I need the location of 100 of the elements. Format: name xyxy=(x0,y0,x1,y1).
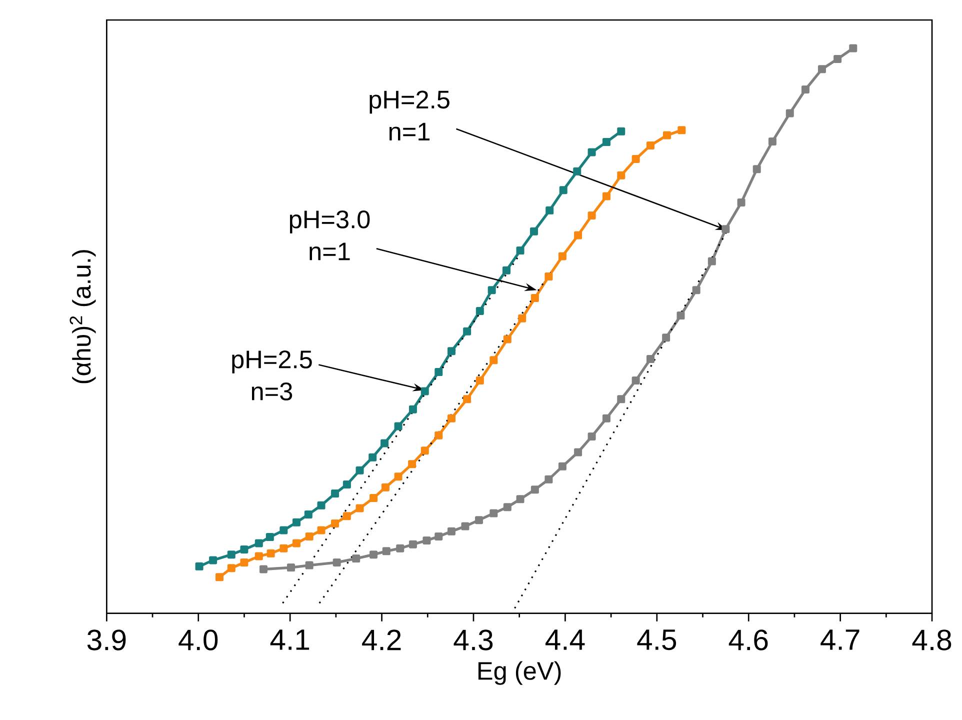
point xyxy=(461,522,470,530)
point xyxy=(420,387,429,396)
point xyxy=(786,109,794,118)
point xyxy=(588,212,596,220)
point xyxy=(476,376,484,385)
x-tick-label: 4.1 xyxy=(270,630,310,650)
point xyxy=(617,127,626,136)
point xyxy=(434,431,443,440)
point xyxy=(476,307,484,316)
point xyxy=(544,475,553,484)
point xyxy=(463,327,472,336)
point xyxy=(574,448,582,456)
point xyxy=(752,165,761,174)
point xyxy=(382,547,390,556)
point xyxy=(209,556,218,564)
point xyxy=(617,395,626,404)
y-axis-title: (αhυ)$^{2}$ (a.u.) xyxy=(70,250,96,384)
point xyxy=(588,148,596,156)
point xyxy=(646,355,654,364)
point xyxy=(737,198,746,207)
point xyxy=(447,527,456,536)
x-tick-label: 4.2 xyxy=(362,630,401,650)
point xyxy=(849,44,858,52)
point xyxy=(676,312,685,320)
point xyxy=(266,549,275,558)
annotation: pH=2.5 n=3 xyxy=(232,350,312,400)
point xyxy=(516,246,524,255)
point xyxy=(317,501,326,510)
point xyxy=(286,564,295,572)
point xyxy=(266,533,274,542)
point xyxy=(722,225,730,234)
point xyxy=(195,562,204,570)
x-tick-label: 3.9 xyxy=(87,630,126,650)
point xyxy=(573,167,582,176)
point xyxy=(259,565,268,574)
point xyxy=(331,490,340,498)
point xyxy=(305,532,314,540)
point xyxy=(490,356,498,364)
point xyxy=(708,257,716,266)
point xyxy=(422,536,431,544)
point xyxy=(518,314,526,322)
x-axis-title: Eg (eV) xyxy=(478,661,561,685)
point xyxy=(381,483,390,492)
x-tick-label: 4.5 xyxy=(637,630,676,650)
point xyxy=(692,286,700,294)
point xyxy=(646,141,654,150)
point xyxy=(588,432,596,440)
point xyxy=(617,171,626,180)
point xyxy=(503,335,512,344)
point xyxy=(632,155,640,163)
point xyxy=(602,138,610,146)
point xyxy=(240,545,248,554)
point xyxy=(447,347,456,356)
point xyxy=(394,422,402,430)
point xyxy=(434,532,443,540)
point xyxy=(356,466,364,474)
point xyxy=(352,554,360,563)
point xyxy=(368,453,377,462)
point xyxy=(408,405,417,414)
point xyxy=(801,85,810,94)
x-tick-label: 4.4 xyxy=(545,630,585,650)
annotation: pH=2.5 n=1 xyxy=(370,90,450,140)
point xyxy=(342,512,351,520)
point xyxy=(502,266,511,274)
point xyxy=(463,395,472,404)
point xyxy=(408,460,416,468)
point xyxy=(602,192,610,200)
x-tick-label: 4.6 xyxy=(728,630,768,650)
point xyxy=(380,439,389,448)
point xyxy=(215,573,224,582)
point xyxy=(574,231,582,240)
point xyxy=(292,539,300,548)
point xyxy=(544,272,553,281)
point xyxy=(332,558,341,566)
point xyxy=(227,550,236,559)
point xyxy=(474,516,483,524)
point xyxy=(447,414,456,422)
point xyxy=(488,286,496,294)
point xyxy=(602,414,610,422)
point xyxy=(254,539,263,548)
point xyxy=(558,462,566,470)
point xyxy=(558,252,566,260)
point xyxy=(546,206,554,214)
point xyxy=(434,368,443,376)
x-tick-label: 4.8 xyxy=(912,630,952,650)
point xyxy=(394,472,402,481)
point xyxy=(559,186,568,194)
point xyxy=(304,510,312,518)
x-tick-label: 4.0 xyxy=(178,630,218,650)
point xyxy=(503,503,512,512)
point xyxy=(342,480,351,488)
point xyxy=(227,564,236,572)
point xyxy=(305,561,314,570)
point xyxy=(292,518,300,526)
point xyxy=(818,65,826,74)
point xyxy=(240,558,248,566)
x-tick-label: 4.7 xyxy=(820,630,860,650)
point xyxy=(768,137,776,146)
point xyxy=(662,334,670,342)
point xyxy=(678,126,686,134)
